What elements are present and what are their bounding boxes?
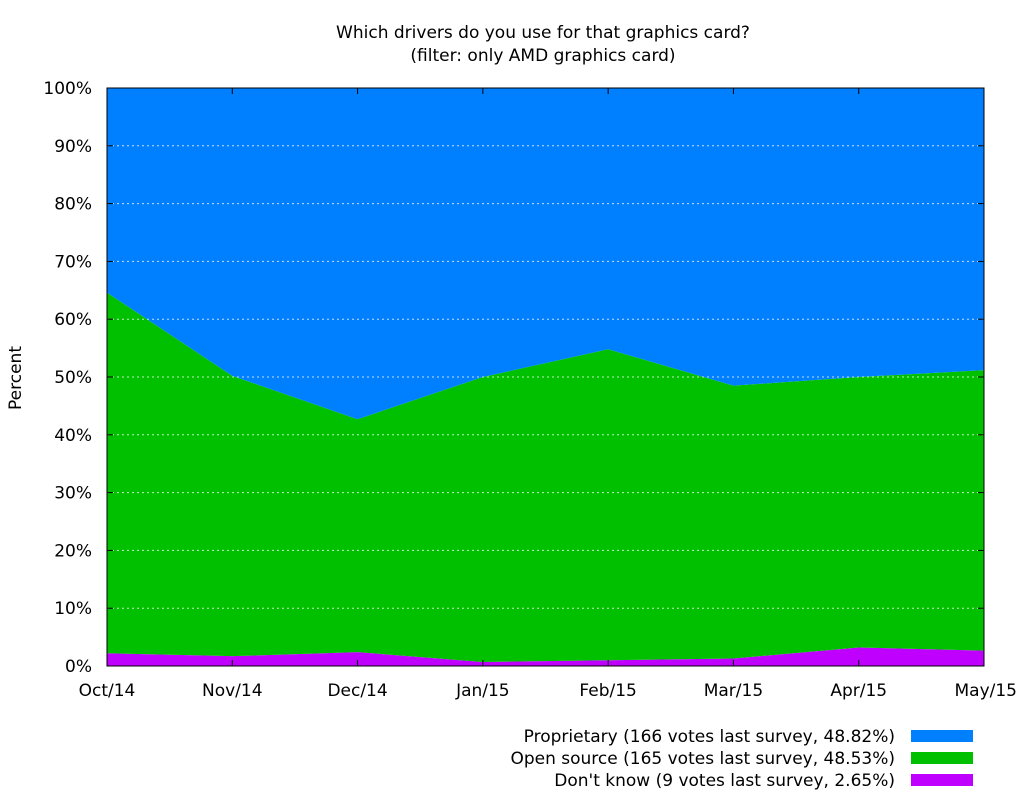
legend-swatch bbox=[911, 730, 973, 742]
legend-swatch bbox=[911, 752, 973, 764]
y-tick-label: 40% bbox=[54, 426, 92, 446]
x-tick-label: Apr/15 bbox=[830, 681, 887, 701]
y-tick-label: 0% bbox=[65, 657, 92, 677]
legend-label: Open source (165 votes last survey, 48.5… bbox=[510, 749, 895, 769]
legend-label: Proprietary (166 votes last survey, 48.8… bbox=[524, 727, 895, 747]
x-tick-label: Mar/15 bbox=[704, 681, 763, 701]
x-tick-label: Oct/14 bbox=[79, 681, 136, 701]
legend-label: Don't know (9 votes last survey, 2.65%) bbox=[554, 771, 895, 791]
x-tick-label: Nov/14 bbox=[202, 681, 263, 701]
legend: Proprietary (166 votes last survey, 48.8… bbox=[510, 727, 973, 791]
y-tick-label: 70% bbox=[54, 252, 92, 272]
area-don-t-know bbox=[107, 647, 984, 666]
chart-title: Which drivers do you use for that graphi… bbox=[336, 23, 750, 43]
y-tick-label: 30% bbox=[54, 484, 92, 504]
y-axis-label: Percent bbox=[6, 346, 26, 410]
axes: 0% 10% 20% 30% 40% 50% 60% 70% 80% 90% 100% Oct/14 N… bbox=[43, 79, 1017, 701]
y-tick-label: 20% bbox=[54, 541, 92, 561]
y-tick-label: 90% bbox=[54, 137, 92, 157]
legend-swatch bbox=[911, 774, 973, 786]
y-tick-label: 60% bbox=[54, 310, 92, 330]
area-proprietary bbox=[107, 88, 984, 420]
y-tick-label: 10% bbox=[54, 599, 92, 619]
y-tick-label: 80% bbox=[54, 195, 92, 215]
y-tick-label: 100% bbox=[43, 79, 92, 99]
x-tick-label: Dec/14 bbox=[327, 681, 387, 701]
area-series-group bbox=[107, 88, 984, 666]
x-tick-label: Feb/15 bbox=[579, 681, 636, 701]
gridlines bbox=[107, 145, 984, 609]
y-tick-label: 50% bbox=[54, 368, 92, 388]
x-tick-label: May/15 bbox=[954, 681, 1017, 701]
chart-subtitle: (filter: only AMD graphics card) bbox=[410, 46, 675, 66]
x-tick-label: Jan/15 bbox=[455, 681, 510, 701]
area-open-source bbox=[107, 292, 984, 662]
